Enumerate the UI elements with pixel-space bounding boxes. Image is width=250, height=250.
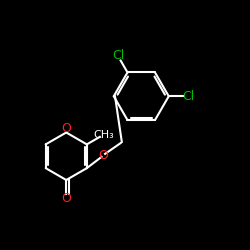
Text: Cl: Cl	[182, 90, 194, 103]
Text: Cl: Cl	[112, 49, 124, 62]
Text: CH₃: CH₃	[93, 130, 114, 140]
Text: O: O	[61, 192, 71, 205]
Text: O: O	[61, 122, 71, 134]
Text: O: O	[98, 149, 108, 162]
